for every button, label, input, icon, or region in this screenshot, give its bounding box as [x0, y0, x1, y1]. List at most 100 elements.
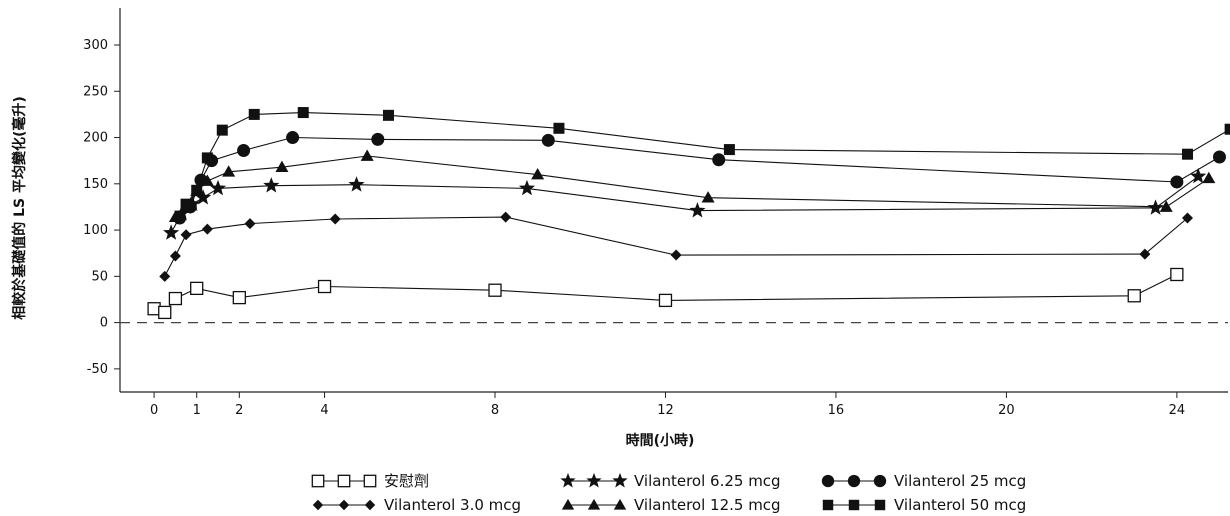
data-point — [237, 144, 250, 157]
legend-entry: Vilanterol 25 mcg — [822, 472, 1026, 490]
data-point — [361, 150, 374, 161]
data-point — [383, 110, 394, 121]
data-point — [348, 176, 364, 191]
legend-label: Vilanterol 12.5 mcg — [634, 496, 781, 514]
data-point — [588, 499, 600, 510]
data-point — [1182, 149, 1193, 160]
data-point — [181, 229, 192, 240]
legend: 安慰劑 Vilanterol 6.25 mcg Vilanterol 25 mcg V… — [312, 472, 1026, 514]
data-point — [1170, 175, 1183, 188]
data-point — [1213, 150, 1226, 163]
series-2 — [159, 212, 1193, 282]
x-tick-label: 1 — [193, 403, 201, 418]
legend-entry: Vilanterol 6.25 mcg — [560, 472, 780, 490]
legend-label: 安慰劑 — [384, 472, 429, 490]
series-1 — [148, 268, 1183, 318]
data-point — [1171, 268, 1183, 280]
data-point — [671, 250, 682, 261]
x-axis-title: 時間(小時) — [626, 432, 695, 449]
legend-label: Vilanterol 3.0 mcg — [384, 496, 521, 514]
data-point — [560, 473, 575, 488]
data-point — [365, 500, 375, 510]
data-point — [542, 134, 555, 147]
data-point — [562, 499, 574, 510]
series-line — [180, 138, 1220, 219]
y-tick-label: 50 — [91, 269, 108, 284]
data-point — [163, 224, 179, 239]
series-line — [165, 217, 1188, 276]
data-point — [312, 475, 323, 486]
data-point — [712, 153, 725, 166]
legend-entry: Vilanterol 50 mcg — [823, 496, 1026, 514]
data-point — [1128, 290, 1140, 302]
data-point — [338, 475, 349, 486]
data-point — [612, 473, 627, 488]
series-3 — [163, 168, 1206, 240]
data-point — [217, 125, 228, 136]
data-point — [263, 177, 279, 192]
legend-entry: Vilanterol 12.5 mcg — [562, 496, 781, 514]
y-tick-label: -50 — [87, 362, 108, 377]
data-point — [210, 180, 226, 195]
axes: -500501001502002503000 1 2 4 8 12 16 20 24 — [83, 8, 1228, 418]
x-tick-label: 16 — [828, 403, 845, 418]
data-point — [319, 281, 331, 293]
x-tick-label: 4 — [320, 403, 328, 418]
data-point — [159, 306, 171, 318]
x-tick-label: 24 — [1169, 403, 1186, 418]
data-point — [822, 475, 834, 487]
data-point — [823, 500, 833, 510]
data-point — [500, 212, 511, 223]
data-point — [313, 500, 323, 510]
x-tick-label: 2 — [235, 403, 243, 418]
x-tick-label: 20 — [998, 403, 1015, 418]
data-point — [159, 271, 170, 282]
x-tick-label: 12 — [657, 403, 674, 418]
data-point — [875, 500, 885, 510]
data-point — [519, 180, 535, 195]
legend-label: Vilanterol 6.25 mcg — [634, 472, 781, 490]
data-point — [689, 202, 705, 217]
data-point — [848, 475, 860, 487]
data-point — [874, 475, 886, 487]
data-point — [659, 294, 671, 306]
data-point — [191, 282, 203, 294]
data-point — [173, 212, 186, 225]
legend-entry: 安慰劑 — [312, 472, 429, 490]
data-point — [330, 213, 341, 224]
data-point — [202, 224, 213, 235]
y-tick-label: 0 — [100, 316, 108, 331]
data-point — [286, 131, 299, 144]
data-point — [371, 133, 384, 146]
data-point — [849, 500, 859, 510]
series-4 — [169, 150, 1215, 222]
data-point — [170, 250, 181, 261]
data-point — [181, 199, 192, 210]
y-tick-label: 300 — [83, 38, 108, 53]
legend-label: Vilanterol 25 mcg — [894, 472, 1026, 490]
data-point — [724, 144, 735, 155]
data-point — [233, 292, 245, 304]
data-point — [194, 174, 207, 187]
x-tick-label: 8 — [491, 403, 499, 418]
data-point — [298, 107, 309, 118]
data-point — [202, 152, 213, 163]
data-point — [364, 475, 375, 486]
data-point — [1225, 124, 1230, 135]
legend-label: Vilanterol 50 mcg — [894, 496, 1026, 514]
y-axis-title: 相較於基礎值的 LS 平均變化(毫升) — [11, 96, 28, 320]
y-tick-label: 150 — [83, 177, 108, 192]
y-tick-label: 250 — [83, 84, 108, 99]
y-tick-label: 100 — [83, 223, 108, 238]
y-tick-label: 200 — [83, 131, 108, 146]
x-tick-label: 0 — [150, 403, 158, 418]
data-point — [614, 499, 626, 510]
data-point — [553, 123, 564, 134]
data-point — [244, 218, 255, 229]
data-point — [249, 109, 260, 120]
data-point — [586, 473, 601, 488]
data-point — [1202, 172, 1215, 183]
legend-entry: Vilanterol 3.0 mcg — [313, 496, 521, 514]
series-layer — [148, 107, 1230, 318]
